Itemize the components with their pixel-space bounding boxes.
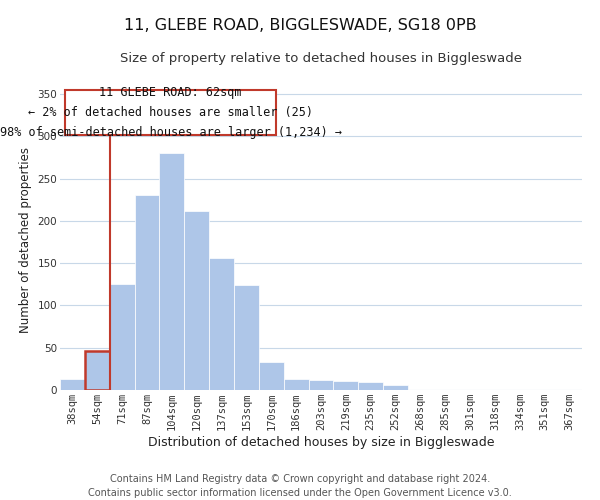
Title: Size of property relative to detached houses in Biggleswade: Size of property relative to detached ho… bbox=[120, 52, 522, 65]
Bar bbox=[110, 284, 134, 390]
Bar bbox=[383, 385, 408, 390]
Bar bbox=[284, 379, 308, 390]
Bar bbox=[334, 380, 358, 390]
Bar bbox=[358, 382, 383, 390]
X-axis label: Distribution of detached houses by size in Biggleswade: Distribution of detached houses by size … bbox=[148, 436, 494, 449]
Y-axis label: Number of detached properties: Number of detached properties bbox=[19, 147, 32, 333]
FancyBboxPatch shape bbox=[65, 90, 276, 135]
Bar bbox=[234, 285, 259, 390]
Bar bbox=[160, 152, 184, 390]
Bar bbox=[60, 379, 85, 390]
Text: Contains HM Land Registry data © Crown copyright and database right 2024.
Contai: Contains HM Land Registry data © Crown c… bbox=[88, 474, 512, 498]
Text: 11, GLEBE ROAD, BIGGLESWADE, SG18 0PB: 11, GLEBE ROAD, BIGGLESWADE, SG18 0PB bbox=[124, 18, 476, 32]
Bar bbox=[134, 195, 160, 390]
Text: 11 GLEBE ROAD: 62sqm
← 2% of detached houses are smaller (25)
98% of semi-detach: 11 GLEBE ROAD: 62sqm ← 2% of detached ho… bbox=[0, 86, 341, 139]
Bar bbox=[85, 351, 110, 390]
Bar bbox=[184, 211, 209, 390]
Bar bbox=[308, 380, 334, 390]
Bar bbox=[259, 362, 284, 390]
Bar bbox=[209, 258, 234, 390]
